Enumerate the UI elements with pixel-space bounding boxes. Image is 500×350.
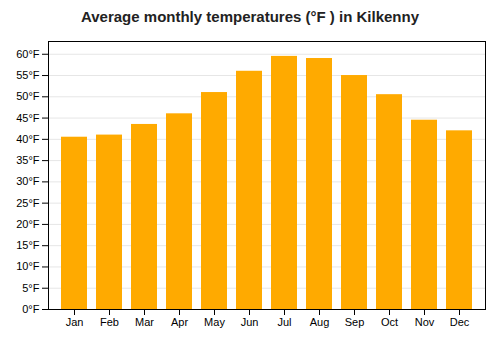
svg-text:45°F: 45°F bbox=[16, 112, 40, 124]
svg-text:Aug: Aug bbox=[310, 316, 330, 328]
svg-text:Jun: Jun bbox=[241, 316, 259, 328]
svg-text:Sep: Sep bbox=[345, 316, 365, 328]
svg-text:10°F: 10°F bbox=[16, 260, 40, 272]
svg-text:20°F: 20°F bbox=[16, 218, 40, 230]
svg-text:25°F: 25°F bbox=[16, 197, 40, 209]
svg-text:55°F: 55°F bbox=[16, 69, 40, 81]
svg-text:5°F: 5°F bbox=[22, 282, 40, 294]
svg-text:Feb: Feb bbox=[100, 316, 119, 328]
svg-text:Mar: Mar bbox=[135, 316, 154, 328]
svg-text:Jan: Jan bbox=[66, 316, 84, 328]
svg-text:60°F: 60°F bbox=[16, 48, 40, 60]
svg-text:Apr: Apr bbox=[171, 316, 188, 328]
svg-text:Dec: Dec bbox=[450, 316, 470, 328]
html-text:Average monthly temperatures (: Average monthly temperatures (°F ) in Ki… bbox=[81, 8, 419, 25]
svg-text:30°F: 30°F bbox=[16, 175, 40, 187]
svg-text:May: May bbox=[204, 316, 225, 328]
svg-text:Nov: Nov bbox=[415, 316, 435, 328]
svg-text:15°F: 15°F bbox=[16, 239, 40, 251]
svg-text:0°F: 0°F bbox=[22, 303, 40, 315]
svg-text:50°F: 50°F bbox=[16, 90, 40, 102]
svg-text:35°F: 35°F bbox=[16, 154, 40, 166]
svg-text:40°F: 40°F bbox=[16, 133, 40, 145]
svg-text:Jul: Jul bbox=[277, 316, 291, 328]
svg-text:Oct: Oct bbox=[381, 316, 398, 328]
